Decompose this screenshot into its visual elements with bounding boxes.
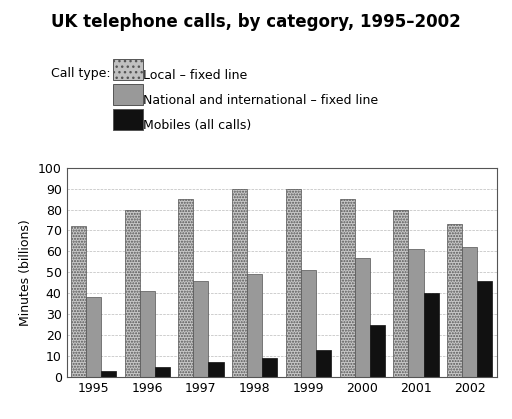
- Bar: [370, 325, 385, 377]
- Text: National and international – fixed line: National and international – fixed line: [143, 94, 378, 107]
- Bar: [208, 362, 224, 377]
- Bar: [124, 210, 140, 377]
- Bar: [262, 358, 278, 377]
- Bar: [316, 350, 331, 377]
- Bar: [462, 247, 477, 377]
- Bar: [409, 249, 423, 377]
- Bar: [286, 189, 301, 377]
- Bar: [423, 293, 439, 377]
- Bar: [301, 270, 316, 377]
- Text: UK telephone calls, by category, 1995–2002: UK telephone calls, by category, 1995–20…: [51, 13, 461, 31]
- Bar: [393, 210, 409, 377]
- Bar: [355, 258, 370, 377]
- Text: Call type:: Call type:: [51, 67, 111, 80]
- Bar: [71, 226, 86, 377]
- Bar: [101, 371, 116, 377]
- Bar: [194, 281, 208, 377]
- Y-axis label: Minutes (billions): Minutes (billions): [19, 219, 32, 326]
- Text: Mobiles (all calls): Mobiles (all calls): [143, 119, 251, 132]
- Text: Local – fixed line: Local – fixed line: [143, 69, 248, 82]
- Bar: [232, 189, 247, 377]
- Bar: [339, 199, 355, 377]
- Bar: [477, 281, 493, 377]
- Bar: [86, 297, 101, 377]
- Bar: [140, 291, 155, 377]
- Bar: [447, 224, 462, 377]
- Bar: [155, 367, 170, 377]
- Bar: [247, 274, 262, 377]
- Bar: [178, 199, 194, 377]
